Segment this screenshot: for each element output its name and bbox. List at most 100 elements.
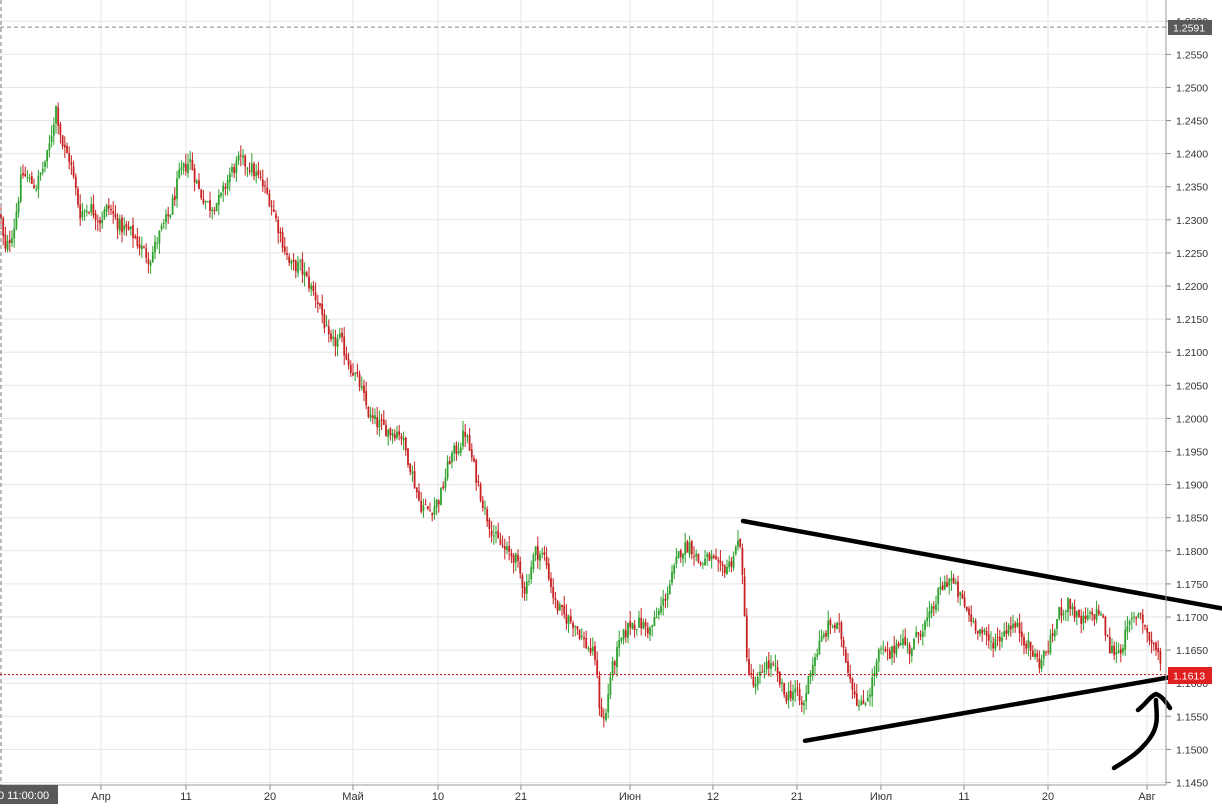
candle-down [1051, 633, 1054, 636]
candle-down [1047, 651, 1050, 653]
candle-down [748, 658, 750, 674]
candle-down [22, 173, 24, 176]
candle-down [508, 546, 511, 552]
candle-up [935, 604, 937, 611]
candle-up [103, 209, 106, 219]
candle-down [640, 617, 643, 629]
candle-up [1058, 607, 1061, 619]
candle-down [343, 336, 346, 356]
candle-up [220, 192, 222, 197]
candle-down [1029, 641, 1032, 651]
candle-up [763, 670, 766, 672]
candle-up [1126, 626, 1129, 632]
candle-up [983, 629, 986, 632]
candle-up [990, 640, 992, 642]
candle-up [140, 245, 143, 250]
candles [0, 102, 1162, 728]
candle-down [719, 560, 722, 564]
candle-down [305, 272, 308, 276]
candle-up [671, 571, 673, 583]
candle-down [143, 246, 145, 248]
candle-down [286, 252, 288, 255]
candle-down [745, 615, 748, 658]
candle-up [13, 228, 16, 239]
candle-up [530, 567, 533, 580]
candle-up [858, 705, 860, 707]
candle-up [913, 638, 915, 650]
candle-down [292, 259, 295, 262]
candle-up [673, 565, 676, 574]
candle-up [638, 617, 640, 628]
candle-up [891, 646, 893, 658]
candle-down [72, 166, 75, 177]
candle-down [94, 213, 97, 220]
candle-down [1005, 630, 1008, 634]
candle-up [994, 638, 997, 649]
y-tick-label: 1.2050 [1176, 380, 1208, 392]
candle-up [558, 604, 561, 611]
candle-down [470, 449, 473, 458]
candle-up [444, 477, 447, 488]
candle-down [424, 504, 427, 506]
candle-down [1155, 642, 1157, 651]
trendline-upper[interactable] [740, 518, 1222, 611]
candle-down [202, 199, 205, 204]
candle-down [349, 364, 352, 374]
candle-up [187, 163, 189, 174]
candle-down [783, 682, 786, 695]
y-tick-label: 1.2100 [1176, 347, 1208, 359]
candle-down [521, 575, 524, 588]
candle-down [1146, 627, 1149, 633]
candle-down [1135, 617, 1138, 619]
candle-up [1086, 615, 1089, 620]
candle-up [726, 566, 728, 574]
cursor-time-label-bg [0, 785, 58, 804]
candle-up [882, 647, 885, 649]
candle-down [721, 564, 724, 567]
candle-down [761, 671, 764, 673]
candle-down [556, 600, 559, 611]
candle-up [83, 210, 86, 212]
candle-up [165, 214, 167, 223]
candle-down [554, 598, 557, 601]
candle-up [807, 675, 810, 694]
candle-down [510, 553, 513, 557]
candle-up [422, 505, 425, 511]
candle-down [855, 693, 858, 706]
candle-down [717, 559, 720, 562]
candle-up [231, 167, 233, 173]
candle-down [365, 391, 368, 406]
candle-down [125, 223, 128, 228]
candle-down [686, 541, 689, 553]
x-tick-label: Авг [1138, 791, 1155, 803]
candle-up [765, 661, 768, 670]
candle-up [459, 447, 462, 454]
candle-down [578, 629, 581, 639]
candle-down [367, 406, 370, 417]
candle-down [1102, 615, 1105, 618]
candle-up [737, 540, 739, 547]
y-tick-label: 1.2000 [1176, 413, 1208, 425]
candle-down [259, 176, 262, 178]
candle-down [1108, 636, 1111, 654]
candle-up [178, 169, 181, 178]
candle-down [569, 615, 572, 622]
candle-down [886, 649, 889, 651]
current-price-label-bg [1168, 667, 1212, 684]
candle-down [347, 359, 350, 366]
y-tick-label: 1.2550 [1176, 49, 1208, 61]
trendline-lower[interactable] [802, 672, 1188, 744]
candle-up [836, 622, 838, 630]
y-tick-label: 1.1550 [1176, 711, 1208, 723]
candle-down [664, 599, 667, 601]
candle-down [585, 637, 588, 649]
candle-up [462, 430, 464, 447]
candle-down [965, 607, 968, 611]
candle-down [1084, 615, 1087, 620]
candle-down [61, 135, 64, 147]
candle-up [567, 616, 570, 624]
candle-up [297, 261, 299, 273]
candle-up [52, 124, 55, 136]
candle-up [303, 271, 306, 276]
